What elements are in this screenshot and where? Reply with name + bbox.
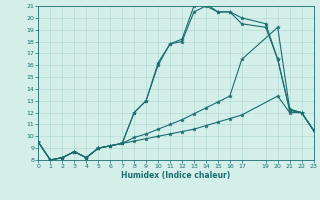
X-axis label: Humidex (Indice chaleur): Humidex (Indice chaleur): [121, 171, 231, 180]
